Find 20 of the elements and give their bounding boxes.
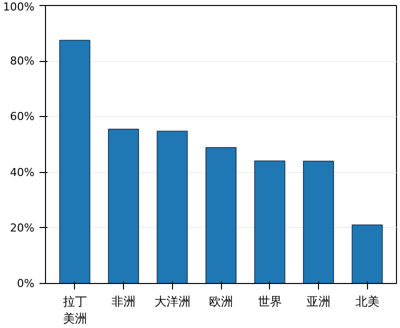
bar [254, 160, 286, 284]
bar [108, 128, 140, 284]
bar [352, 224, 383, 284]
y-tick-label: 60% [10, 110, 35, 124]
x-tick-label: 非洲 [112, 294, 136, 308]
y-tick-label: 100% [3, 0, 35, 14]
x-tick-label: 北美 [355, 294, 380, 308]
y-tick-label: 20% [10, 221, 35, 234]
x-tick-label: 世界 [258, 294, 282, 308]
bar [156, 130, 188, 284]
y-tick-label: 40% [10, 166, 35, 179]
y-tick-label: 80% [10, 54, 35, 68]
bar [205, 147, 237, 284]
x-tick-label: 欧洲 [209, 294, 233, 308]
y-tick-label: 0% [17, 277, 34, 290]
bar [302, 160, 334, 284]
x-tick-label: 拉丁美洲 [62, 294, 87, 326]
x-tick-label: 大洋洲 [154, 294, 190, 308]
bar [59, 40, 90, 284]
x-tick-label: 亚洲 [306, 294, 330, 308]
